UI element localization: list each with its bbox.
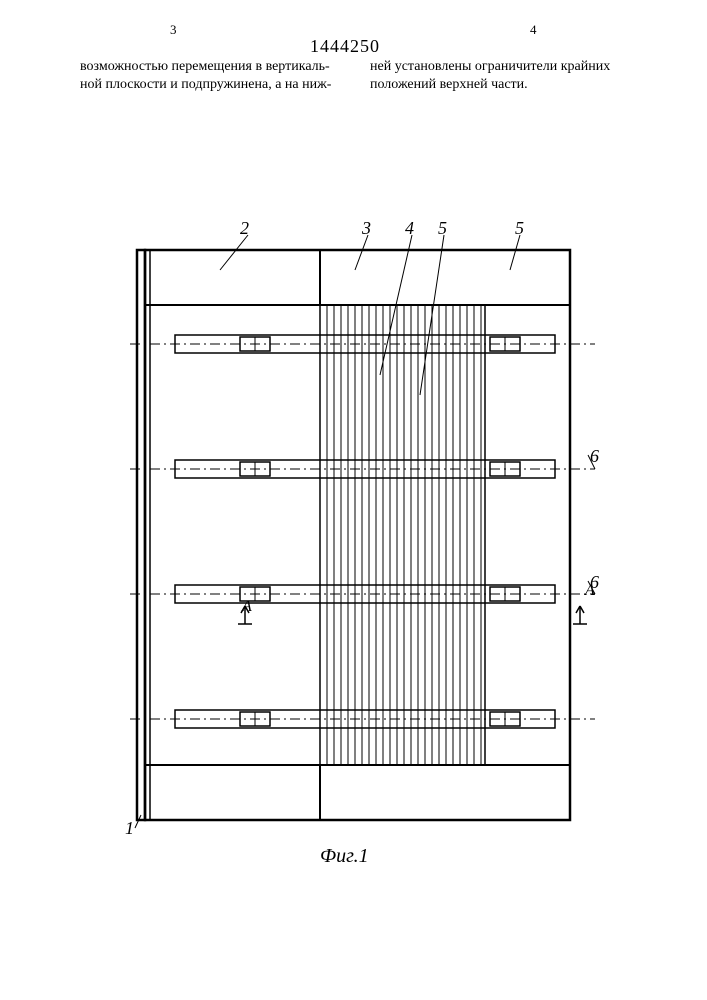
page-number-right: 4 xyxy=(530,22,537,38)
figure-1: Фиг.1 1 2 3 4 5 5 6 6 А А xyxy=(100,170,620,920)
figure-svg xyxy=(100,170,620,850)
page-number-left: 3 xyxy=(170,22,177,38)
ref-6a: 6 xyxy=(590,446,599,467)
ref-1: 1 xyxy=(125,818,134,839)
section-A-right: А xyxy=(585,582,595,600)
ref-4: 4 xyxy=(405,218,414,239)
section-A-left: А xyxy=(242,598,252,616)
text-column-left: возможностью перемещения в вертикаль- но… xyxy=(80,58,360,94)
text-column-right: ней установлены ограничители крайних пол… xyxy=(370,58,650,94)
ref-2: 2 xyxy=(240,218,249,239)
figure-caption: Фиг.1 xyxy=(320,845,369,868)
ref-5: 5 xyxy=(438,218,447,239)
ref-3: 3 xyxy=(362,218,371,239)
ref-5r: 5 xyxy=(515,218,524,239)
patent-number: 1444250 xyxy=(310,36,380,57)
